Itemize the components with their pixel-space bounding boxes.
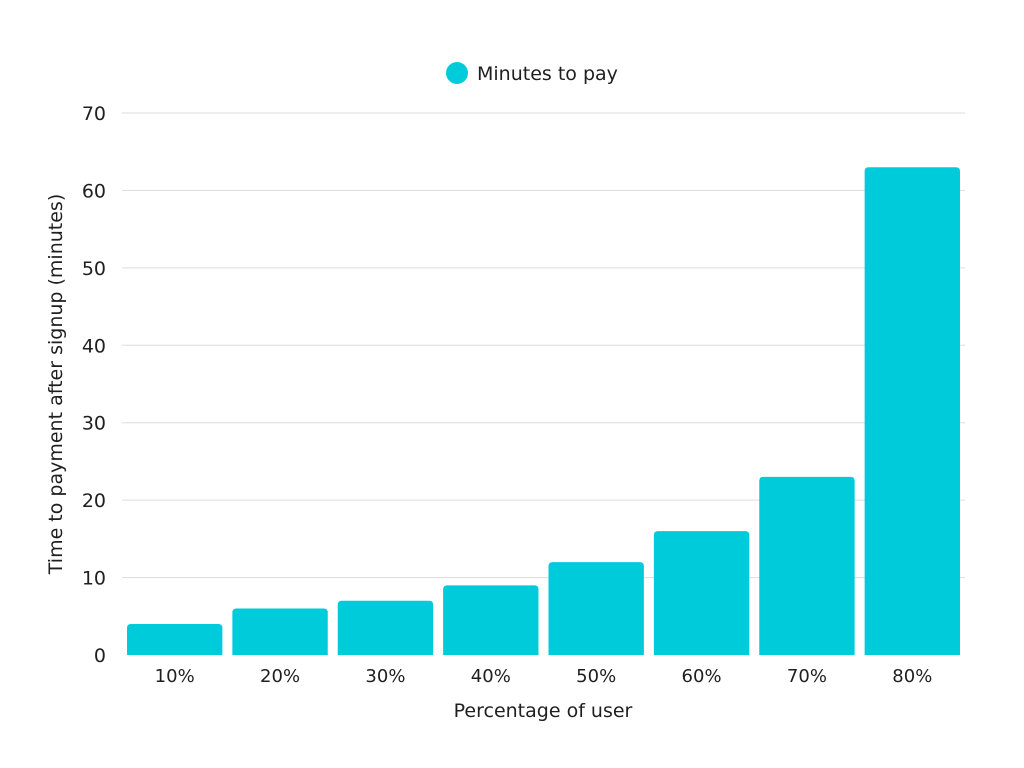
y-tick-label: 50 xyxy=(82,258,106,280)
x-tick-label: 50% xyxy=(576,666,616,687)
y-axis-title: Time to payment after signup (minutes) xyxy=(45,194,67,575)
x-axis-ticks: 10% 20% 30% 40% 50% 60% 70% 80% xyxy=(155,666,933,687)
legend-swatch-minutes-to-pay xyxy=(446,62,468,84)
bar-50-percent xyxy=(548,562,644,655)
bars xyxy=(127,167,960,655)
bar-30-percent xyxy=(337,600,434,655)
y-tick-label: 60 xyxy=(82,180,106,202)
x-tick-label: 20% xyxy=(260,666,300,687)
y-tick-label: 0 xyxy=(94,645,106,667)
legend-label-minutes-to-pay: Minutes to pay xyxy=(477,63,618,85)
y-axis-ticks: 0 10 20 30 40 50 60 70 xyxy=(82,103,106,667)
bar-60-percent xyxy=(653,531,750,655)
y-tick-label: 10 xyxy=(82,568,106,590)
y-tick-label: 40 xyxy=(82,335,106,357)
x-tick-label: 30% xyxy=(365,666,405,687)
x-tick-label: 10% xyxy=(155,666,195,687)
y-tick-label: 70 xyxy=(82,103,106,125)
y-tick-label: 30 xyxy=(82,413,106,435)
x-tick-label: 80% xyxy=(892,666,932,687)
bar-40-percent xyxy=(443,585,539,655)
x-tick-label: 40% xyxy=(471,666,511,687)
x-tick-label: 60% xyxy=(682,666,722,687)
legend: Minutes to pay xyxy=(446,62,618,85)
bar-70-percent xyxy=(759,476,855,655)
bar-20-percent xyxy=(232,608,328,655)
y-tick-label: 20 xyxy=(82,490,106,512)
x-axis-title: Percentage of user xyxy=(454,700,633,722)
gridlines xyxy=(122,112,965,579)
bar-80-percent xyxy=(864,167,960,655)
bar-10-percent xyxy=(127,624,223,655)
x-tick-label: 70% xyxy=(787,666,827,687)
